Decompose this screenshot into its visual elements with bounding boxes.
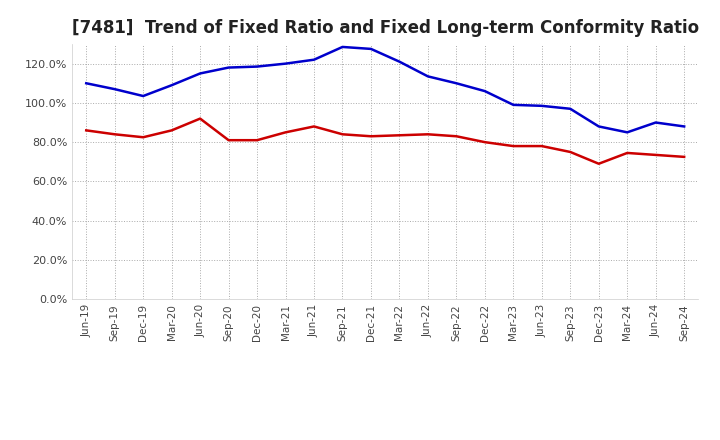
Fixed Long-term Conformity Ratio [395, 132, 404, 138]
Fixed Long-term Conformity Ratio [225, 138, 233, 143]
Legend: Fixed Ratio, Fixed Long-term Conformity Ratio: Fixed Ratio, Fixed Long-term Conformity … [190, 438, 580, 440]
Fixed Long-term Conformity Ratio [452, 134, 461, 139]
Fixed Ratio [680, 124, 688, 129]
Fixed Ratio [652, 120, 660, 125]
Fixed Long-term Conformity Ratio [82, 128, 91, 133]
Fixed Ratio [595, 124, 603, 129]
Fixed Long-term Conformity Ratio [509, 143, 518, 149]
Fixed Long-term Conformity Ratio [167, 128, 176, 133]
Fixed Ratio [167, 83, 176, 88]
Fixed Ratio [480, 88, 489, 94]
Fixed Long-term Conformity Ratio [338, 132, 347, 137]
Fixed Ratio [110, 87, 119, 92]
Fixed Long-term Conformity Ratio [537, 143, 546, 149]
Fixed Long-term Conformity Ratio [623, 150, 631, 156]
Fixed Ratio [82, 81, 91, 86]
Fixed Long-term Conformity Ratio [566, 149, 575, 154]
Fixed Ratio [310, 57, 318, 62]
Fixed Long-term Conformity Ratio [680, 154, 688, 160]
Fixed Long-term Conformity Ratio [652, 152, 660, 158]
Fixed Ratio [623, 130, 631, 135]
Fixed Long-term Conformity Ratio [139, 135, 148, 140]
Title: [7481]  Trend of Fixed Ratio and Fixed Long-term Conformity Ratio: [7481] Trend of Fixed Ratio and Fixed Lo… [71, 19, 699, 37]
Fixed Ratio [452, 81, 461, 86]
Fixed Long-term Conformity Ratio [480, 139, 489, 145]
Fixed Ratio [225, 65, 233, 70]
Fixed Ratio [537, 103, 546, 109]
Line: Fixed Ratio: Fixed Ratio [86, 47, 684, 132]
Fixed Ratio [395, 59, 404, 64]
Fixed Ratio [423, 74, 432, 79]
Fixed Ratio [196, 71, 204, 76]
Fixed Long-term Conformity Ratio [253, 138, 261, 143]
Fixed Long-term Conformity Ratio [423, 132, 432, 137]
Fixed Ratio [566, 106, 575, 111]
Fixed Long-term Conformity Ratio [282, 130, 290, 135]
Fixed Long-term Conformity Ratio [110, 132, 119, 137]
Fixed Ratio [139, 93, 148, 99]
Fixed Ratio [253, 64, 261, 69]
Fixed Ratio [338, 44, 347, 50]
Fixed Long-term Conformity Ratio [310, 124, 318, 129]
Fixed Long-term Conformity Ratio [196, 116, 204, 121]
Fixed Ratio [282, 61, 290, 66]
Fixed Long-term Conformity Ratio [595, 161, 603, 166]
Fixed Ratio [509, 102, 518, 107]
Line: Fixed Long-term Conformity Ratio: Fixed Long-term Conformity Ratio [86, 119, 684, 164]
Fixed Ratio [366, 46, 375, 51]
Fixed Long-term Conformity Ratio [366, 134, 375, 139]
